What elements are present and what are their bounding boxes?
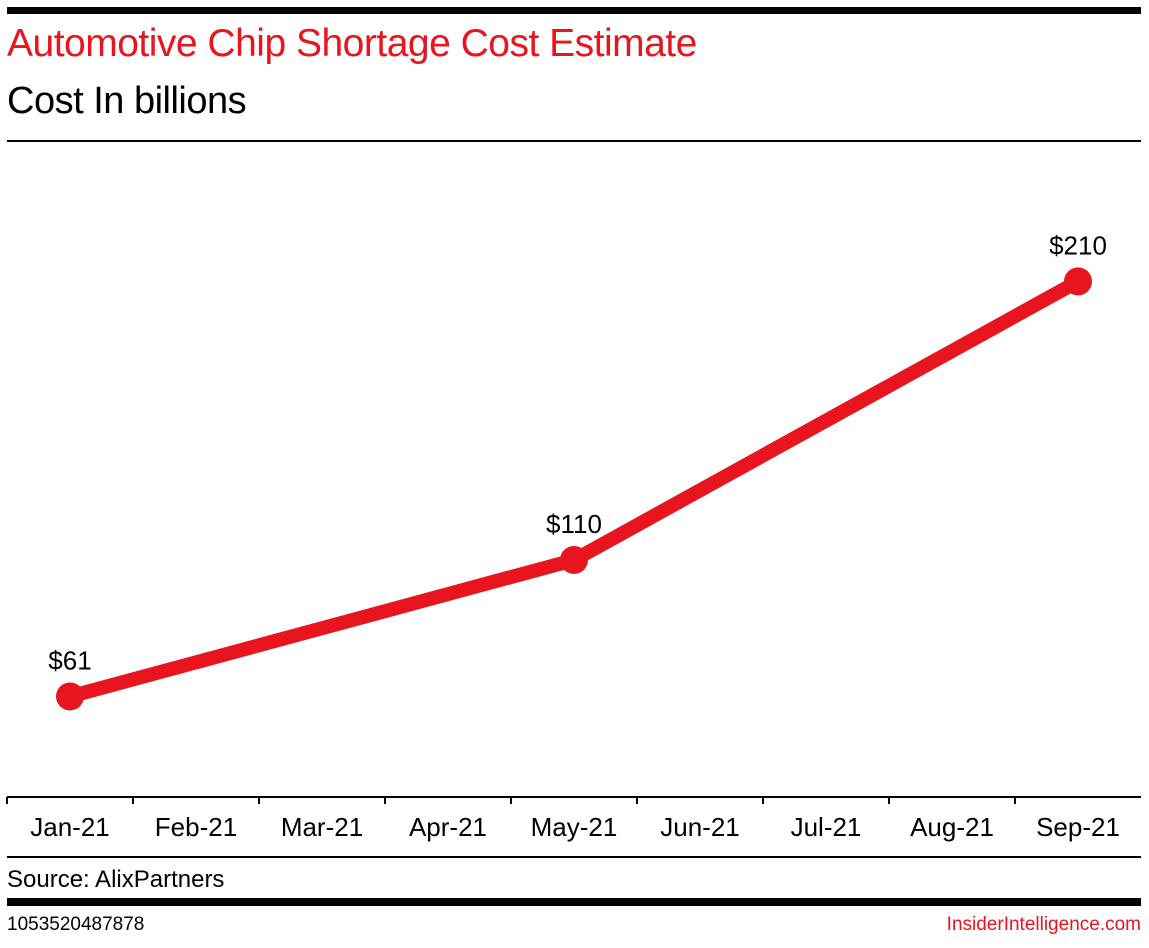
chart-id: 1053520487878 (7, 914, 145, 935)
x-tick-label: Feb-21 (155, 812, 237, 842)
source-note: Source: AlixPartners (7, 866, 225, 893)
chart-title: Automotive Chip Shortage Cost Estimate (7, 22, 697, 65)
data-label-sep-21: $210 (1049, 230, 1107, 260)
x-tick-label: Jan-21 (30, 812, 110, 842)
data-label-jan-21: $61 (48, 645, 91, 675)
top-rule (7, 7, 1141, 14)
series-line-group (63, 274, 1085, 704)
data-point-sep-21 (1064, 267, 1092, 296)
data-labels-group: $61 $110 $210 (48, 230, 1107, 675)
x-tick-label: Apr-21 (409, 812, 487, 842)
header-divider (7, 140, 1141, 142)
x-tick-label: Jun-21 (660, 812, 740, 842)
brand-link[interactable]: InsiderIntelligence.com (946, 914, 1141, 935)
data-points-group (56, 267, 1092, 711)
data-point-may-21 (560, 545, 588, 574)
x-tick-label: May-21 (531, 812, 618, 842)
data-point-jan-21 (56, 682, 84, 711)
bottom-rule (7, 898, 1141, 906)
x-axis: Jan-21 Feb-21 Mar-21 Apr-21 May-21 Jun-21 Jul-… (6, 796, 1141, 842)
x-tick-label: Sep-21 (1036, 812, 1120, 842)
chart-subtitle: Cost In billions (7, 80, 247, 122)
x-tick-label: Jul-21 (791, 812, 862, 842)
data-label-may-21: $110 (546, 509, 602, 539)
axis-bottom-divider (7, 856, 1141, 858)
x-tick-label: Aug-21 (910, 812, 994, 842)
x-tick-label: Mar-21 (281, 812, 363, 842)
series-line (63, 274, 1085, 704)
